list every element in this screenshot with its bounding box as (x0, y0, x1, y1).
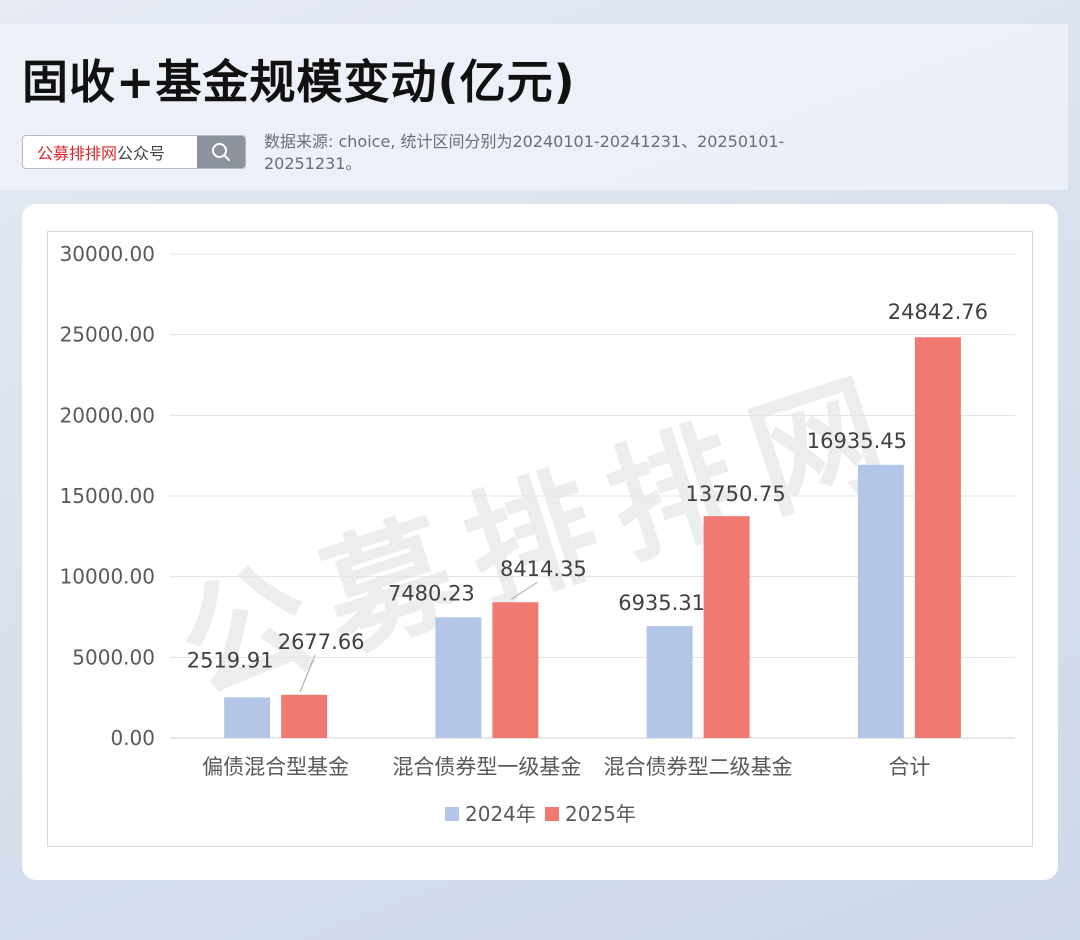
bar-2024 (435, 617, 482, 738)
y-tick-label: 5000.00 (72, 645, 155, 669)
bar-2024 (224, 697, 271, 738)
data-label: 13750.75 (686, 482, 786, 506)
legend-label: 2025年 (565, 802, 636, 826)
legend-label: 2024年 (465, 802, 536, 826)
data-label: 6935.31 (618, 591, 705, 615)
search-icon (212, 143, 230, 161)
data-label: 2519.91 (187, 648, 274, 672)
legend-swatch (445, 807, 459, 821)
legend-swatch (545, 807, 559, 821)
x-tick-label: 合计 (888, 755, 930, 779)
bar-2025 (492, 602, 539, 738)
data-label: 16935.45 (807, 429, 907, 453)
x-tick-label: 混合债券型二级基金 (604, 755, 793, 779)
bar-2025 (281, 694, 328, 738)
y-tick-label: 10000.00 (60, 565, 155, 589)
search-box[interactable]: 公募排排网 公众号 (22, 135, 246, 169)
y-tick-label: 15000.00 (60, 484, 155, 508)
search-brand-text: 公募排排网 (37, 144, 118, 163)
data-label: 7480.23 (388, 581, 475, 605)
search-button[interactable] (197, 136, 245, 168)
x-tick-label: 混合债券型一级基金 (392, 755, 581, 779)
data-label: 8414.35 (500, 557, 587, 581)
data-label-leader (511, 581, 538, 600)
bar-2025 (703, 516, 750, 738)
data-label: 24842.76 (888, 300, 988, 324)
watermark-text: 公募排排网 (163, 350, 922, 723)
bar-2024 (646, 626, 693, 738)
bar-2025 (914, 337, 961, 738)
search-text: 公募排排网 公众号 (23, 136, 197, 168)
data-label: 2677.66 (278, 630, 365, 654)
page-title: 固收+基金规模变动(亿元) (22, 55, 576, 109)
y-tick-label: 20000.00 (60, 403, 155, 427)
x-tick-label: 偏债混合型基金 (202, 755, 349, 779)
y-tick-label: 30000.00 (60, 242, 155, 266)
data-label-leader (299, 654, 316, 692)
source-note: 数据来源: choice, 统计区间分别为20240101-20241231、2… (264, 132, 785, 173)
bar-2024 (857, 464, 904, 738)
search-suffix-text: 公众号 (117, 144, 166, 163)
y-tick-label: 0.00 (110, 726, 155, 750)
y-tick-label: 25000.00 (60, 323, 155, 347)
